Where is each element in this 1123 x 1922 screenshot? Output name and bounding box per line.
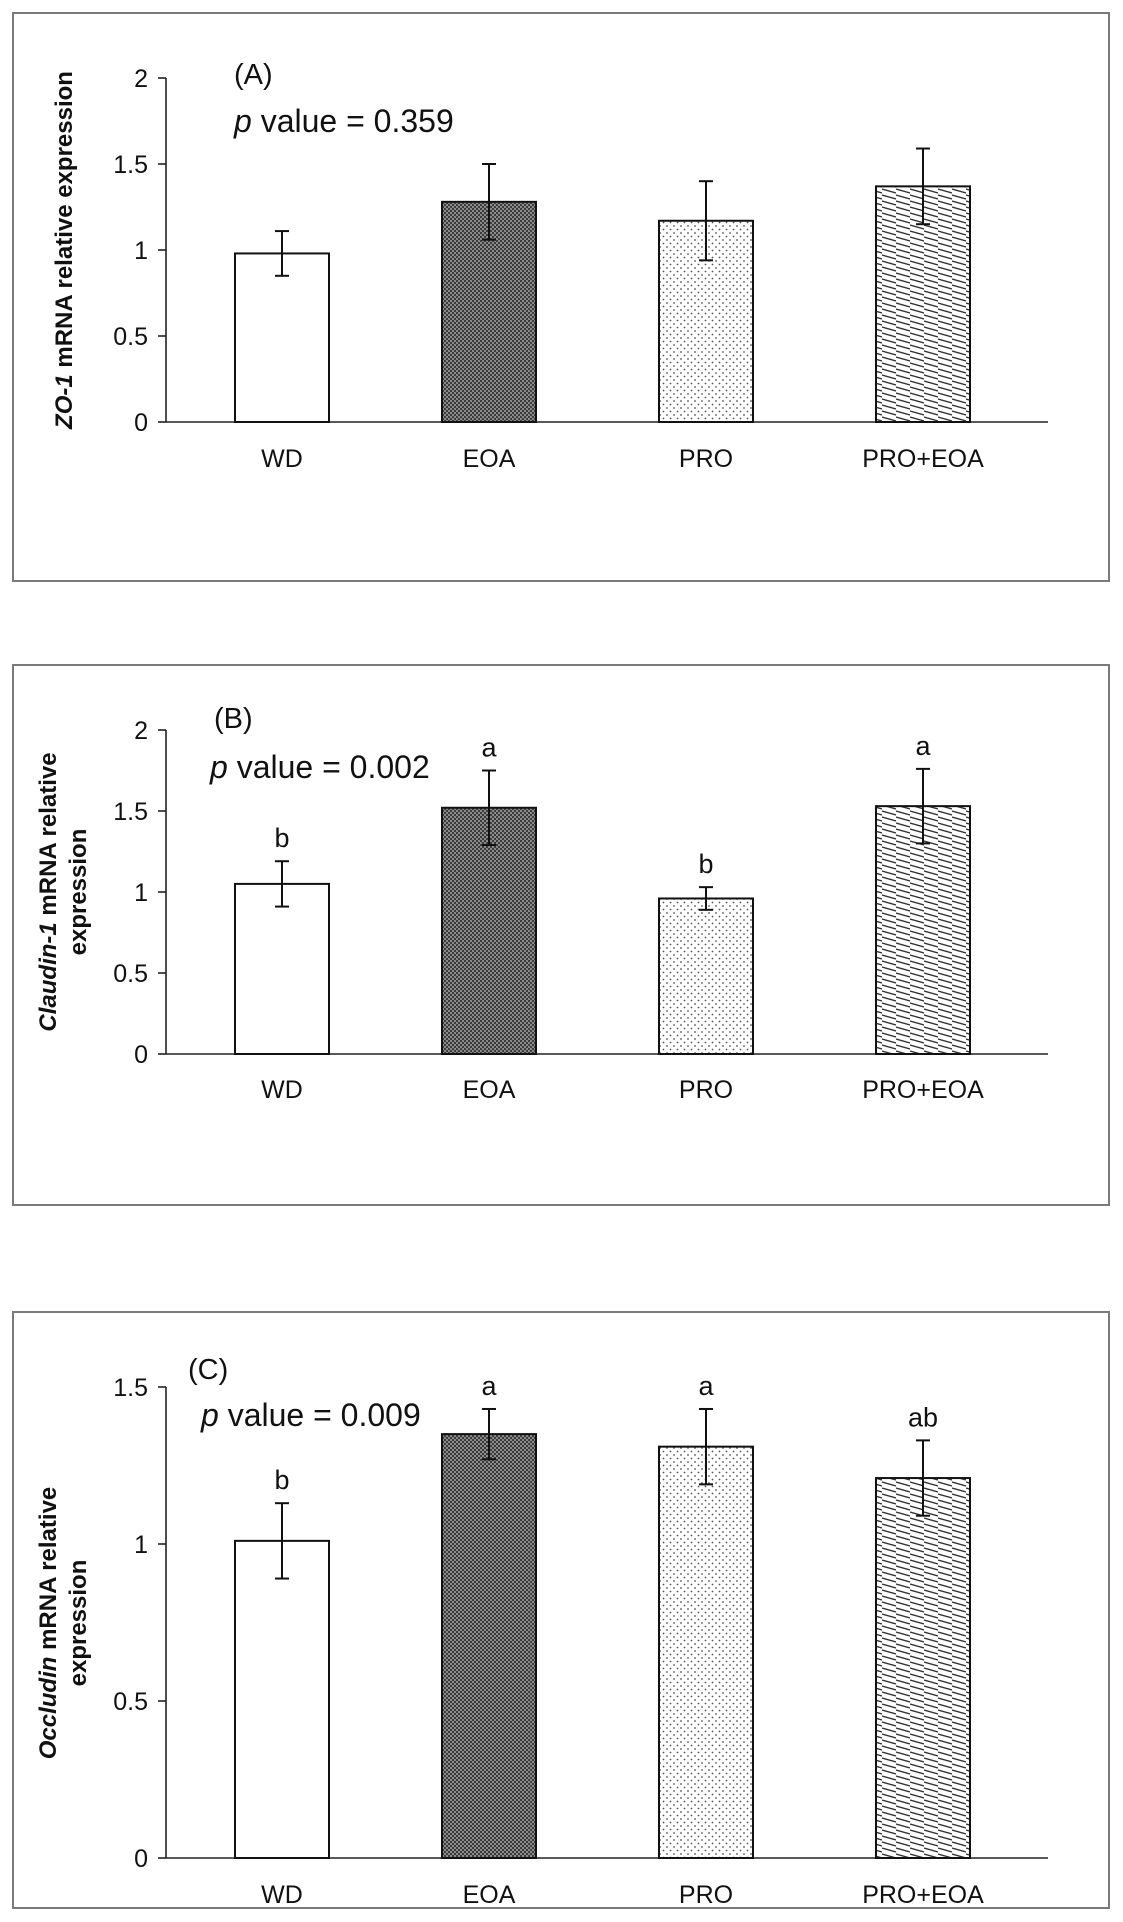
chart-a-svg: 0 0.5 1 1.5 2 WD EOA PRO PRO+EOA (A) p value = 0.3… [51,59,1048,473]
error-bar [699,886,713,911]
y-tick-label: 0.5 [113,323,148,351]
error-bar [275,860,289,908]
error-bar [916,767,930,845]
y-axis-label: ZO-1 mRNA relative expression [51,71,78,430]
significance-letter: ab [908,1402,938,1432]
error-bar [275,230,289,277]
y-tick-label: 0.5 [113,1688,148,1716]
y-tick-label: 2 [134,717,148,745]
category-label: PRO+EOA [862,1881,984,1907]
category-label: WD [261,1881,303,1907]
chart-b-svg: 0 0.5 1 1.5 2 b WD a EOA b PRO a PRO+EOA (B) p value =… [35,703,1048,1104]
p-value-label: p value = 0.002 [209,749,430,785]
error-bar [275,1502,289,1580]
panel-tag: (B) [214,703,253,735]
panel-tag: (A) [234,59,273,91]
panel-tag: (C) [188,1354,228,1386]
p-value-label: p value = 0.009 [200,1397,421,1433]
bar-pro [658,1445,754,1859]
category-label: PRO [679,1881,733,1907]
category-label: PRO [679,1076,733,1104]
bar-eoa [441,1433,537,1859]
chart-panel-c: 0 0.5 1 1.5 b WD a EOA a PRO ab PRO+EOA (C) p value =… [12,1311,1110,1909]
y-axis-label: Claudin-1 mRNA relative expression [35,752,92,1031]
bar-wd [234,1539,330,1860]
y-tick-label: 0.5 [113,960,148,988]
category-label: PRO+EOA [862,1076,984,1104]
y-tick-label: 1 [134,1531,148,1559]
bar-wd [234,252,330,423]
significance-letter: b [698,849,713,879]
p-value-label: p value = 0.359 [233,103,454,139]
y-tick-label: 0 [134,1041,148,1069]
y-tick-label: 1 [134,879,148,907]
bar-pro [658,897,754,1055]
category-label: WD [261,445,303,473]
category-label: PRO [679,445,733,473]
bar-wd [234,882,330,1055]
significance-letter: a [481,1371,497,1401]
category-label: WD [261,1076,303,1104]
error-bar [482,769,496,847]
error-bar [482,163,496,241]
error-bar [699,1407,713,1486]
error-bar [916,1439,930,1517]
y-tick-label: 1.5 [113,798,148,826]
y-tick-label: 0 [134,1845,148,1873]
error-bar [482,1407,496,1461]
bar-pro-plus-eoa [875,1477,971,1859]
bar-pro [658,219,754,423]
chart-panel-a: 0 0.5 1 1.5 2 WD EOA PRO PRO+EOA (A) p value = 0.3… [12,12,1110,582]
y-tick-label: 1 [134,237,148,265]
significance-letter: b [274,1465,289,1495]
y-tick-label: 2 [134,65,148,93]
category-label: EOA [463,1076,516,1104]
significance-letter: b [274,823,289,853]
category-label: EOA [463,1881,516,1907]
y-tick-label: 1.5 [113,151,148,179]
chart-panel-b: 0 0.5 1 1.5 2 b WD a EOA b PRO a PRO+EOA (B) p value =… [12,664,1110,1206]
category-label: PRO+EOA [862,445,984,473]
bar-pro-plus-eoa [875,185,971,423]
y-tick-label: 0 [134,409,148,437]
chart-c-svg: 0 0.5 1 1.5 b WD a EOA a PRO ab PRO+EOA (C) p value =… [35,1354,1048,1907]
error-bar [699,180,713,262]
significance-letter: a [915,731,931,761]
significance-letter: a [481,733,497,763]
y-axis-label: Occludin mRNA relative expression [35,1487,92,1760]
category-label: EOA [463,445,516,473]
y-tick-label: 1.5 [113,1374,148,1402]
error-bar [916,147,930,226]
significance-letter: a [698,1371,714,1401]
